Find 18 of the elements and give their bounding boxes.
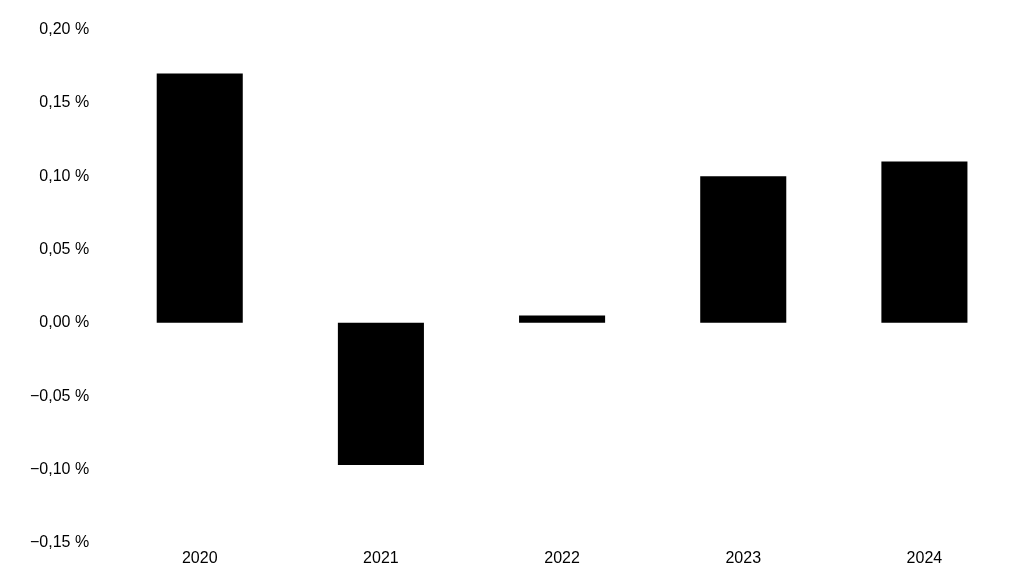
bar — [519, 315, 606, 323]
x-tick-label: 2020 — [181, 548, 218, 566]
y-tick-label: 0,05 % — [39, 239, 90, 257]
y-tick-label: 0,15 % — [39, 93, 90, 111]
x-tick-label: 2024 — [906, 548, 943, 566]
y-tick-label: −0,15 % — [30, 533, 90, 551]
bar — [881, 161, 968, 323]
y-tick-label: 0,20 % — [39, 20, 90, 38]
bar — [700, 176, 787, 323]
bar — [337, 322, 424, 466]
x-tick-label: 2022 — [544, 548, 580, 566]
x-tick-label: 2021 — [363, 548, 399, 566]
y-tick-label: −0,05 % — [30, 386, 90, 404]
y-tick-label: 0,00 % — [39, 313, 90, 331]
bar — [156, 73, 243, 323]
x-tick-label: 2023 — [725, 548, 762, 566]
y-tick-label: −0,10 % — [30, 459, 90, 477]
y-tick-label: 0,10 % — [39, 166, 90, 184]
